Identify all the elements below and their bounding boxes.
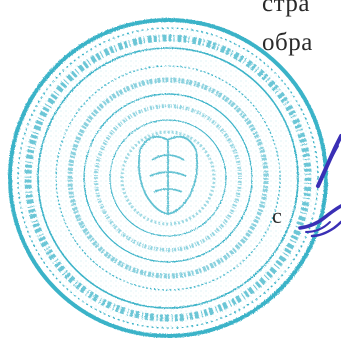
text-line-3: с bbox=[272, 203, 283, 228]
text-line-2: обра bbox=[262, 29, 313, 56]
text-line-1: стра bbox=[262, 0, 310, 17]
